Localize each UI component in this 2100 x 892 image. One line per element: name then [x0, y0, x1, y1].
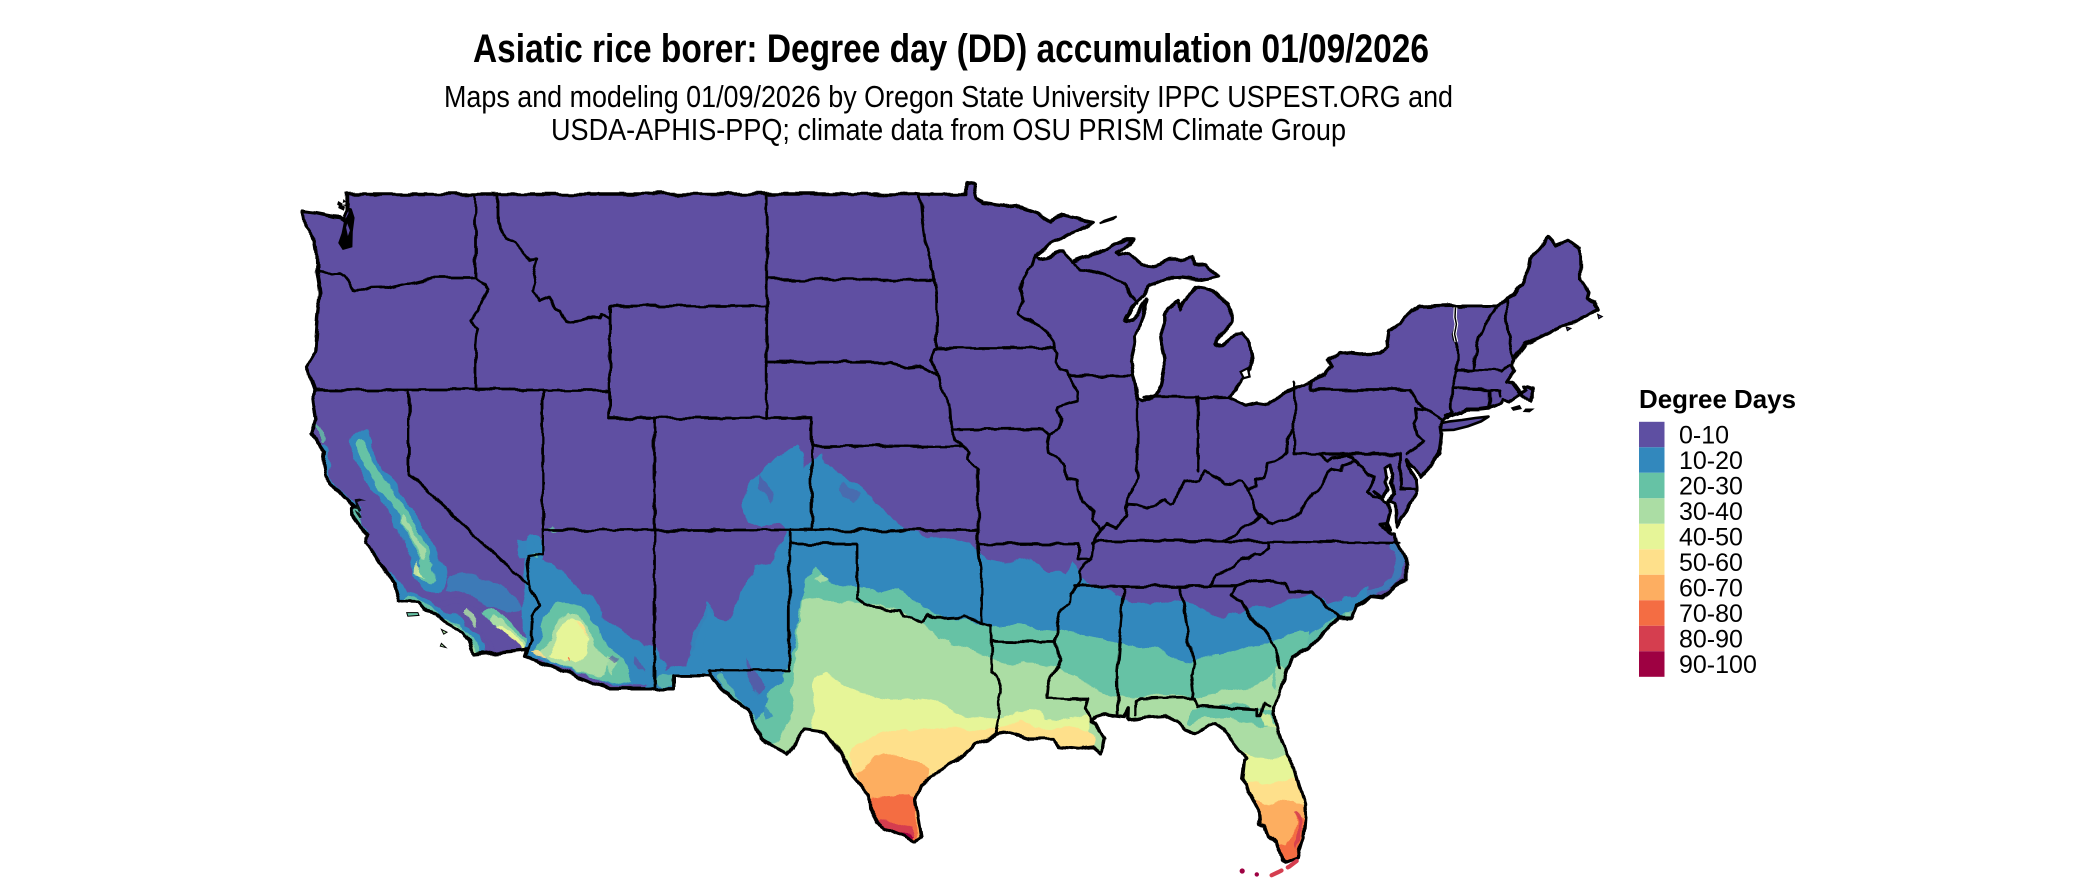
- svg-text:90-100: 90-100: [1679, 651, 1757, 679]
- svg-text:20-30: 20-30: [1679, 473, 1743, 501]
- svg-text:60-70: 60-70: [1679, 575, 1743, 603]
- svg-text:40-50: 40-50: [1679, 524, 1743, 552]
- svg-text:USDA-APHIS-PPQ; climate data f: USDA-APHIS-PPQ; climate data from OSU PR…: [551, 112, 1346, 147]
- svg-text:30-40: 30-40: [1679, 498, 1743, 526]
- svg-text:Asiatic rice borer: Degree day: Asiatic rice borer: Degree day (DD) accu…: [473, 27, 1429, 71]
- svg-text:50-60: 50-60: [1679, 549, 1743, 577]
- svg-text:70-80: 70-80: [1679, 600, 1743, 628]
- svg-text:0-10: 0-10: [1679, 422, 1729, 450]
- svg-text:Degree Days: Degree Days: [1639, 384, 1796, 414]
- svg-text:80-90: 80-90: [1679, 626, 1743, 654]
- svg-text:Maps and modeling 01/09/2026 b: Maps and modeling 01/09/2026 by Oregon S…: [444, 79, 1453, 114]
- svg-text:10-20: 10-20: [1679, 447, 1743, 475]
